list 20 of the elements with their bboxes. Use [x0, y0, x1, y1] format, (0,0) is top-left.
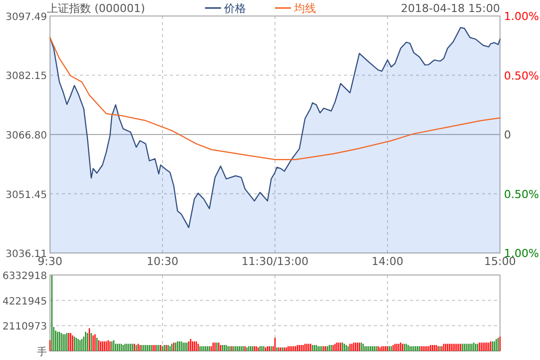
- chart-subtitle: 2018-04-18 15:00: [400, 2, 500, 15]
- y-tick-label: 2110973: [2, 322, 47, 333]
- x-tick-label: 14:00: [372, 255, 404, 268]
- y2-tick-label: 0.50%: [504, 69, 539, 82]
- y2-tick-label: 0: [504, 128, 511, 142]
- y-tick-label: 3051.45: [6, 190, 47, 201]
- y2-tick-label: 1.00%: [504, 10, 539, 23]
- y-tick-label: 4221945: [2, 296, 47, 308]
- y2-tick-label: 0.50%: [504, 188, 539, 201]
- y-tick-label: 3082.15: [6, 71, 47, 82]
- line-series: [49, 37, 501, 160]
- legend-label: 均线: [293, 2, 316, 15]
- x-tick-label: 10:30: [146, 255, 178, 268]
- y-tick-label: 3097.49: [6, 12, 47, 23]
- chart-title: 上证指数 (000001): [47, 2, 146, 15]
- x-tick-label: 11:30/13:00: [241, 255, 309, 268]
- y-tick-label: 6332918: [2, 271, 47, 282]
- y-tick-label: 手: [37, 346, 47, 358]
- legend-label: 价格: [223, 2, 246, 15]
- y-tick-label: 3066.80: [6, 130, 47, 142]
